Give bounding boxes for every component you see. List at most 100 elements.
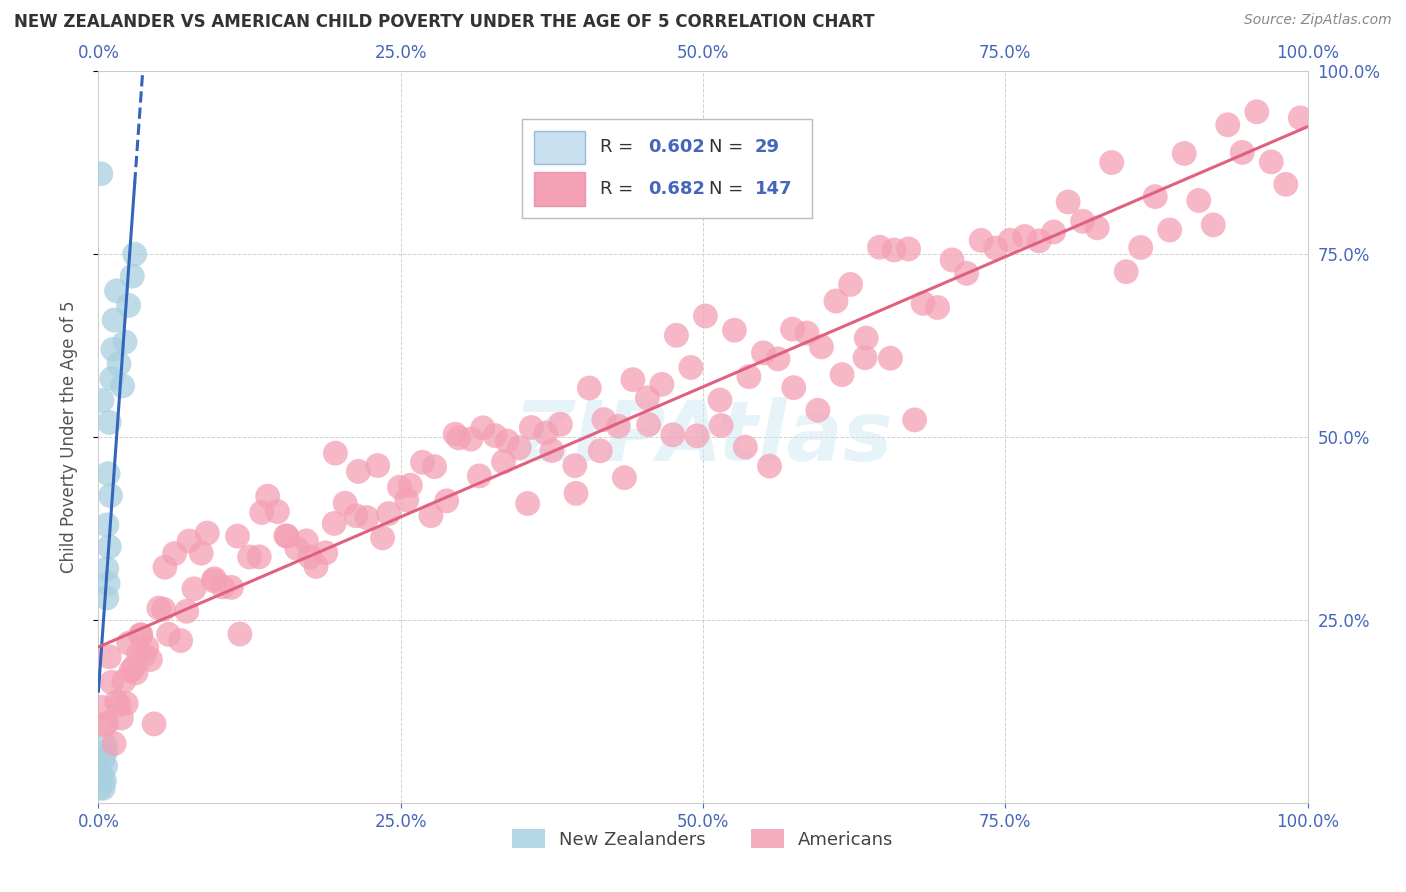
Point <box>115 697 138 711</box>
Point <box>471 421 494 435</box>
Point <box>112 674 135 689</box>
Point <box>93 773 115 788</box>
Point <box>1101 155 1123 169</box>
Point <box>613 470 636 484</box>
Point <box>1014 229 1036 244</box>
Point <box>299 549 322 564</box>
Point <box>686 429 709 443</box>
Point <box>100 675 122 690</box>
Text: Source: ZipAtlas.com: Source: ZipAtlas.com <box>1244 13 1392 28</box>
Point <box>460 432 482 446</box>
Point <box>879 351 901 366</box>
Point <box>229 627 252 641</box>
Point <box>122 660 145 674</box>
Point <box>179 534 201 549</box>
Point <box>927 301 949 315</box>
Point <box>90 167 112 181</box>
Point <box>325 446 347 460</box>
Point <box>508 441 530 455</box>
Point <box>93 718 115 732</box>
Point <box>621 373 644 387</box>
Point <box>114 334 136 349</box>
Point <box>810 340 832 354</box>
Point <box>565 486 588 500</box>
Point <box>276 529 298 543</box>
Point <box>1173 146 1195 161</box>
Point <box>516 496 538 510</box>
Point <box>589 443 612 458</box>
Point <box>344 508 367 523</box>
Point <box>1129 240 1152 254</box>
Point <box>371 531 394 545</box>
Text: N =: N = <box>709 180 744 198</box>
Point <box>124 247 146 261</box>
Point <box>564 458 586 473</box>
Point <box>323 516 346 531</box>
Point <box>855 331 877 345</box>
Point <box>94 745 117 759</box>
Point <box>96 517 118 532</box>
Point <box>305 559 328 574</box>
Point <box>1232 145 1254 160</box>
Point <box>103 737 125 751</box>
Point <box>152 602 174 616</box>
Point <box>176 604 198 618</box>
Point <box>91 752 114 766</box>
Point <box>190 546 212 560</box>
Point <box>1042 225 1064 239</box>
Point <box>1071 214 1094 228</box>
Point <box>423 459 446 474</box>
Text: 0.602: 0.602 <box>648 138 706 156</box>
Point <box>101 343 124 357</box>
Point <box>1115 265 1137 279</box>
Point <box>738 369 761 384</box>
Point <box>998 233 1021 247</box>
Point <box>239 549 262 564</box>
Point <box>592 412 614 426</box>
Point <box>912 296 935 310</box>
Point <box>134 648 156 663</box>
Point <box>103 313 125 327</box>
Point <box>266 505 288 519</box>
Point <box>395 493 418 508</box>
Point <box>89 781 111 796</box>
Point <box>105 284 128 298</box>
Point <box>139 652 162 666</box>
Point <box>108 357 131 371</box>
Point <box>831 368 853 382</box>
Point <box>90 766 112 780</box>
Point <box>984 241 1007 255</box>
Text: 0.682: 0.682 <box>648 180 706 198</box>
Point <box>496 434 519 448</box>
Point <box>129 628 152 642</box>
Point <box>883 243 905 257</box>
Point <box>356 510 378 524</box>
Text: ZIPAtlas: ZIPAtlas <box>513 397 893 477</box>
Point <box>411 455 433 469</box>
Point <box>484 428 506 442</box>
Point <box>1289 111 1312 125</box>
Point <box>897 242 920 256</box>
Point <box>163 547 186 561</box>
Legend: New Zealanders, Americans: New Zealanders, Americans <box>505 822 901 856</box>
Point <box>904 413 927 427</box>
FancyBboxPatch shape <box>522 119 811 218</box>
Point <box>661 427 683 442</box>
Point <box>153 560 176 574</box>
Point <box>782 322 804 336</box>
Point <box>723 323 745 337</box>
Point <box>710 418 733 433</box>
Point <box>143 717 166 731</box>
Text: NEW ZEALANDER VS AMERICAN CHILD POVERTY UNDER THE AGE OF 5 CORRELATION CHART: NEW ZEALANDER VS AMERICAN CHILD POVERTY … <box>14 13 875 31</box>
Point <box>782 381 804 395</box>
Point <box>295 533 318 548</box>
Point <box>734 440 756 454</box>
Point <box>607 419 630 434</box>
Point <box>247 549 270 564</box>
Text: 29: 29 <box>755 138 780 156</box>
Point <box>202 574 225 588</box>
Text: R =: R = <box>600 180 634 198</box>
Y-axis label: Child Poverty Under the Age of 5: Child Poverty Under the Age of 5 <box>59 301 77 574</box>
Point <box>118 636 141 650</box>
Point <box>221 581 243 595</box>
